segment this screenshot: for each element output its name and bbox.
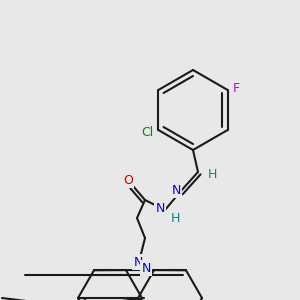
Text: N: N <box>141 262 151 275</box>
Text: H: H <box>207 167 217 181</box>
Text: N: N <box>155 202 165 214</box>
Text: N: N <box>133 256 143 268</box>
Text: Cl: Cl <box>141 125 154 139</box>
Text: F: F <box>233 82 240 94</box>
Text: H: H <box>170 212 180 224</box>
Text: O: O <box>123 173 133 187</box>
Text: N: N <box>171 184 181 196</box>
